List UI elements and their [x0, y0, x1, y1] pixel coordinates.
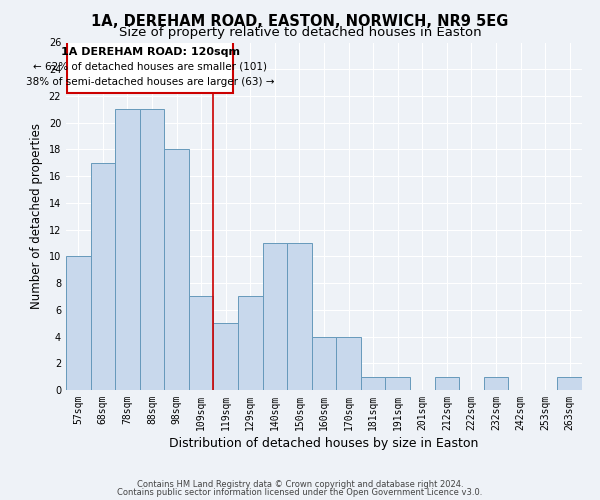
Bar [140, 110, 164, 390]
Y-axis label: Number of detached properties: Number of detached properties [30, 123, 43, 309]
Bar [238, 296, 263, 390]
Bar [484, 376, 508, 390]
Text: 1A DEREHAM ROAD: 120sqm: 1A DEREHAM ROAD: 120sqm [61, 46, 239, 56]
Bar [214, 323, 238, 390]
Bar [434, 376, 459, 390]
Text: Contains HM Land Registry data © Crown copyright and database right 2024.: Contains HM Land Registry data © Crown c… [137, 480, 463, 489]
Bar [263, 243, 287, 390]
FancyBboxPatch shape [67, 40, 233, 94]
Bar [557, 376, 582, 390]
Text: ← 62% of detached houses are smaller (101): ← 62% of detached houses are smaller (10… [33, 62, 267, 72]
Bar [287, 243, 312, 390]
Bar [361, 376, 385, 390]
Bar [336, 336, 361, 390]
Bar [189, 296, 214, 390]
Bar [385, 376, 410, 390]
Bar [91, 163, 115, 390]
Bar [115, 110, 140, 390]
Text: 38% of semi-detached houses are larger (63) →: 38% of semi-detached houses are larger (… [26, 76, 274, 86]
Text: Contains public sector information licensed under the Open Government Licence v3: Contains public sector information licen… [118, 488, 482, 497]
Bar [312, 336, 336, 390]
X-axis label: Distribution of detached houses by size in Easton: Distribution of detached houses by size … [169, 437, 479, 450]
Bar [66, 256, 91, 390]
Bar [164, 150, 189, 390]
Text: 1A, DEREHAM ROAD, EASTON, NORWICH, NR9 5EG: 1A, DEREHAM ROAD, EASTON, NORWICH, NR9 5… [91, 14, 509, 29]
Text: Size of property relative to detached houses in Easton: Size of property relative to detached ho… [119, 26, 481, 39]
